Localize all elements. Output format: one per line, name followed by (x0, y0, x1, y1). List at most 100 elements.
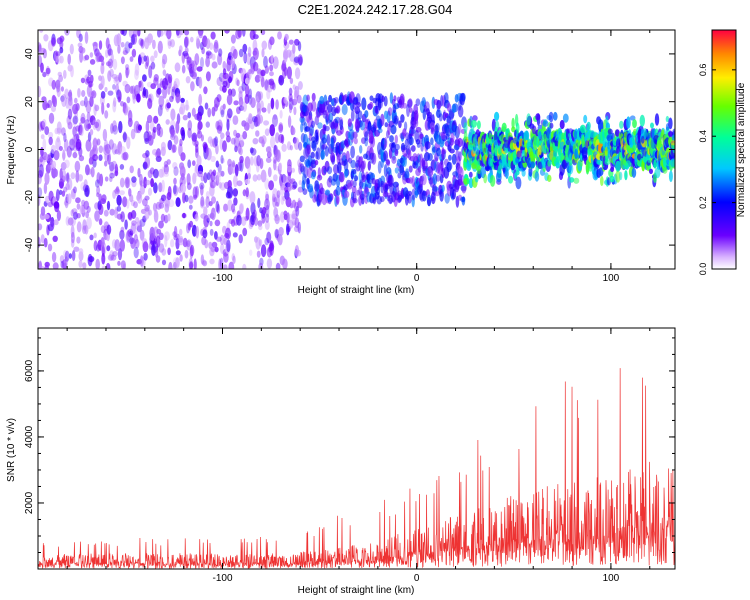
heatmap-cell (289, 77, 294, 85)
heatmap-cell (67, 91, 72, 97)
heatmap-cell (137, 167, 141, 178)
heatmap-cell (371, 152, 377, 165)
heatmap-cell (224, 30, 230, 34)
heatmap-cell (231, 160, 236, 168)
heatmap-cell (145, 150, 150, 158)
heatmap-cell (355, 102, 362, 108)
heatmap-cell (210, 171, 216, 182)
heatmap-cell (158, 30, 164, 37)
heatmap-cell (297, 197, 301, 208)
heatmap-cell (130, 210, 137, 219)
heatmap-cell (80, 77, 86, 84)
heatmap-cell (501, 122, 507, 132)
heatmap-cell (188, 195, 194, 204)
heatmap-cell (182, 191, 186, 204)
heatmap-cell (243, 122, 250, 131)
heatmap-cell (515, 122, 520, 134)
heatmap-cell (306, 94, 310, 102)
heatmap-cell (310, 171, 316, 180)
heatmap-cell (264, 128, 270, 136)
heatmap-cell (348, 129, 355, 140)
heatmap-cell (210, 180, 216, 189)
heatmap-cell (144, 156, 151, 169)
heatmap-cell (209, 228, 214, 236)
heatmap-cell (244, 77, 250, 85)
heatmap-cell (91, 145, 98, 157)
heatmap-cell (453, 144, 460, 151)
heatmap-cell (311, 140, 317, 152)
heatmap-cell (402, 128, 407, 137)
heatmap-cell (530, 161, 535, 169)
heatmap-y-axis-label: Frequency (Hz) (6, 116, 17, 185)
heatmap-cell (261, 48, 265, 58)
y-tick-label: 6000 (24, 359, 35, 382)
heatmap-cell (131, 48, 137, 58)
heatmap-cell (511, 117, 515, 129)
heatmap-cell (163, 164, 169, 175)
heatmap-cell (98, 154, 103, 161)
heatmap-cell (85, 123, 92, 130)
heatmap-cell (451, 153, 457, 165)
heatmap-cell (273, 216, 280, 222)
heatmap-cell (227, 180, 232, 189)
heatmap-cell (286, 223, 290, 236)
heatmap-cell (214, 136, 219, 147)
heatmap-cell (451, 103, 457, 114)
heatmap-cell (187, 120, 193, 131)
heatmap-cell (205, 50, 212, 56)
heatmap-cell (549, 122, 554, 129)
heatmap-cell (277, 234, 283, 246)
heatmap-cell (98, 40, 103, 50)
heatmap-cell (43, 34, 49, 42)
heatmap-cell (335, 185, 341, 196)
heatmap-cell (216, 76, 223, 87)
heatmap-cell (316, 147, 321, 160)
heatmap-cell (327, 104, 333, 113)
heatmap-cell (265, 193, 270, 201)
heatmap-cell (85, 139, 92, 152)
heatmap-cell (194, 53, 200, 66)
heatmap-cell (175, 197, 181, 208)
heatmap-cell (386, 110, 391, 123)
heatmap-cell (93, 240, 98, 252)
heatmap-cell (427, 196, 431, 207)
heatmap-cell (236, 79, 240, 87)
heatmap-cell (430, 159, 437, 171)
heatmap-cell (257, 220, 263, 227)
heatmap-cell (226, 118, 230, 132)
heatmap-cell (260, 30, 266, 36)
heatmap-cell (109, 250, 115, 261)
heatmap-cell (106, 103, 110, 108)
heatmap-cell (353, 137, 358, 145)
heatmap-cell (56, 121, 62, 134)
heatmap-cell (94, 104, 100, 112)
heatmap-cell (287, 115, 292, 128)
heatmap-cell (360, 193, 365, 201)
heatmap-cell (67, 108, 73, 120)
heatmap-cell (562, 113, 569, 123)
heatmap-cell (134, 63, 140, 76)
heatmap-cell (573, 177, 580, 184)
heatmap-cell (188, 257, 193, 269)
heatmap-cell (175, 250, 181, 256)
heatmap-cell (457, 179, 463, 186)
heatmap-cell (233, 197, 238, 206)
heatmap-cell (77, 174, 83, 182)
heatmap-cell (42, 118, 47, 129)
heatmap-cell (227, 185, 233, 199)
heatmap-cell (220, 154, 224, 164)
heatmap-cell (215, 120, 220, 130)
heatmap-cell (606, 134, 613, 142)
heatmap-cell (119, 177, 125, 188)
heatmap-cell (293, 137, 300, 150)
colorbar: 0.0 0.2 0.4 0.6 Normalized spectral amplitu… (698, 29, 747, 275)
heatmap-cell (98, 145, 104, 154)
heatmap-cell (197, 170, 203, 178)
heatmap-cell (116, 143, 122, 156)
heatmap-cell (406, 104, 410, 117)
heatmap-cell (288, 219, 294, 229)
heatmap-cell (408, 165, 413, 173)
heatmap-cell (259, 257, 264, 266)
heatmap-cell (164, 231, 170, 241)
heatmap-cell (268, 78, 275, 86)
